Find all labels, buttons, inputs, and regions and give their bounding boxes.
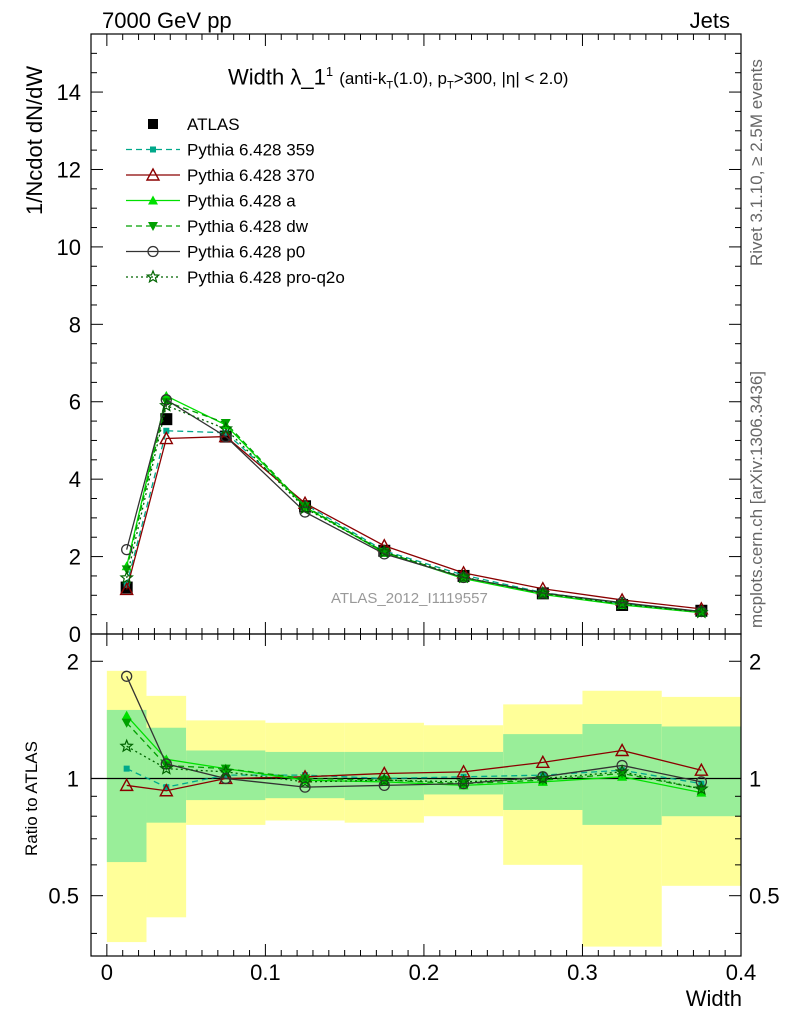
main-data-point — [159, 397, 174, 412]
ratio-data-point — [218, 764, 234, 779]
ratio-y-tick-label: 0.5 — [48, 884, 79, 909]
ratio-data-point — [159, 783, 174, 797]
ratio-data-point — [123, 765, 130, 772]
header-right: Jets — [689, 8, 730, 33]
ratio-data-point — [535, 770, 551, 785]
main-data-point — [218, 421, 234, 436]
main-data-point — [377, 544, 392, 559]
chart-title: Width λ_11 (anti-kT(1.0), pT>300, |η| < … — [228, 64, 569, 92]
ratio-data-point — [121, 718, 132, 728]
main-data-point — [694, 604, 709, 619]
main-data-point — [299, 506, 311, 518]
main-y-tick-label: 6 — [69, 390, 81, 415]
ratio-y-tick-label-right: 2 — [749, 649, 761, 674]
x-tick-label: 0.1 — [250, 960, 281, 985]
legend-entry: Pythia 6.428 pro-q2o — [187, 268, 345, 287]
main-data-point — [121, 543, 133, 556]
main-y-axis-label: 1/Ncdot dN/dW — [22, 65, 47, 215]
ratio-data-point — [220, 772, 232, 785]
ratio-data-point — [121, 710, 132, 720]
main-data-point — [456, 569, 471, 584]
ratio-data-point — [535, 754, 551, 769]
analysis-watermark: ATLAS_2012_I1119557 — [331, 590, 488, 607]
ratio-data-point — [119, 777, 134, 792]
main-data-point — [163, 427, 170, 434]
ratio-y-tick-label: 1 — [67, 766, 79, 791]
main-y-tick-label: 4 — [69, 467, 81, 492]
main-data-point — [297, 500, 313, 515]
ratio-y-axis-label: Ratio to ATLAS — [22, 741, 41, 856]
ratio-data-point — [457, 777, 470, 790]
main-data-point — [119, 582, 134, 596]
ratio-data-point — [456, 774, 471, 789]
legend-entry: ATLAS — [187, 115, 240, 134]
ratio-data-point — [220, 764, 231, 774]
ratio-data-point — [297, 774, 313, 789]
main-series-line — [126, 400, 702, 613]
ratio-data-point — [614, 764, 630, 779]
main-series-line — [126, 430, 702, 613]
x-tick-label: 0.3 — [567, 960, 598, 985]
main-data-point — [614, 596, 630, 610]
ratio-data-point — [119, 738, 134, 753]
ratio-band-inner — [146, 727, 187, 823]
main-data-point — [222, 429, 229, 436]
ratio-data-point — [377, 772, 392, 787]
main-y-tick-label: 14 — [57, 80, 81, 105]
main-y-tick-label: 12 — [57, 157, 81, 182]
ratio-data-point — [163, 784, 170, 791]
ratio-data-point — [695, 776, 708, 788]
ratio-data-point — [614, 743, 630, 757]
ratio-data-point — [378, 779, 390, 792]
ratio-data-point — [159, 760, 174, 775]
ratio-panel-frame — [90, 633, 742, 957]
main-y-tick-label: 0 — [69, 622, 81, 647]
legend-marker — [145, 167, 161, 181]
legend-marker — [145, 269, 161, 284]
ratio-data-point — [694, 762, 709, 776]
main-data-point — [160, 394, 172, 406]
ratio-y-tick-label: 2 — [67, 649, 79, 674]
ratio-data-point — [694, 781, 709, 796]
main-data-point — [535, 585, 551, 600]
main-y-tick-label: 10 — [57, 235, 81, 260]
x-tick-label: 0.4 — [726, 960, 757, 985]
ratio-data-point — [121, 670, 133, 682]
x-tick-label: 0 — [101, 960, 113, 985]
legend-marker — [148, 222, 158, 231]
main-data-point — [159, 431, 174, 445]
legend-entry: Pythia 6.428 370 — [187, 166, 315, 185]
main-series-line — [126, 398, 702, 613]
x-axis-label: Width — [685, 986, 742, 1011]
legend-entry: Pythia 6.428 p0 — [187, 243, 305, 262]
main-data-point — [378, 548, 390, 560]
main-y-tick-label: 8 — [69, 312, 81, 337]
main-data-point — [119, 570, 134, 585]
rivet-version-label: Rivet 3.1.10, ≥ 2.5M events — [747, 59, 766, 266]
ratio-data-point — [299, 781, 311, 793]
legend-entry: Pythia 6.428 dw — [187, 217, 309, 236]
ratio-y-tick-label-right: 0.5 — [749, 884, 780, 909]
legend-marker — [150, 146, 156, 153]
ratio-band-inner — [661, 726, 741, 817]
legend-marker — [148, 119, 158, 129]
ratio-data-point — [616, 759, 628, 772]
legend-entry: Pythia 6.428 359 — [187, 141, 315, 160]
main-y-tick-label: 2 — [69, 545, 81, 570]
mcplots-label: mcplots.cern.ch [arXiv:1306.3436] — [747, 370, 766, 628]
header-left: 7000 GeV pp — [102, 8, 232, 33]
main-series-line — [126, 435, 702, 610]
ratio-y-tick-label-right: 1 — [749, 766, 761, 791]
legend-marker — [147, 245, 159, 258]
legend-marker — [148, 195, 158, 205]
ratio-data-point — [161, 761, 172, 771]
ratio-series-line — [126, 676, 702, 788]
ratio-series-line — [126, 745, 702, 790]
ratio-data-point — [539, 772, 546, 779]
legend-entry: Pythia 6.428 a — [187, 192, 296, 211]
main-series-line — [126, 404, 702, 613]
x-tick-label: 0.2 — [409, 960, 440, 985]
ratio-data-point — [300, 774, 311, 784]
